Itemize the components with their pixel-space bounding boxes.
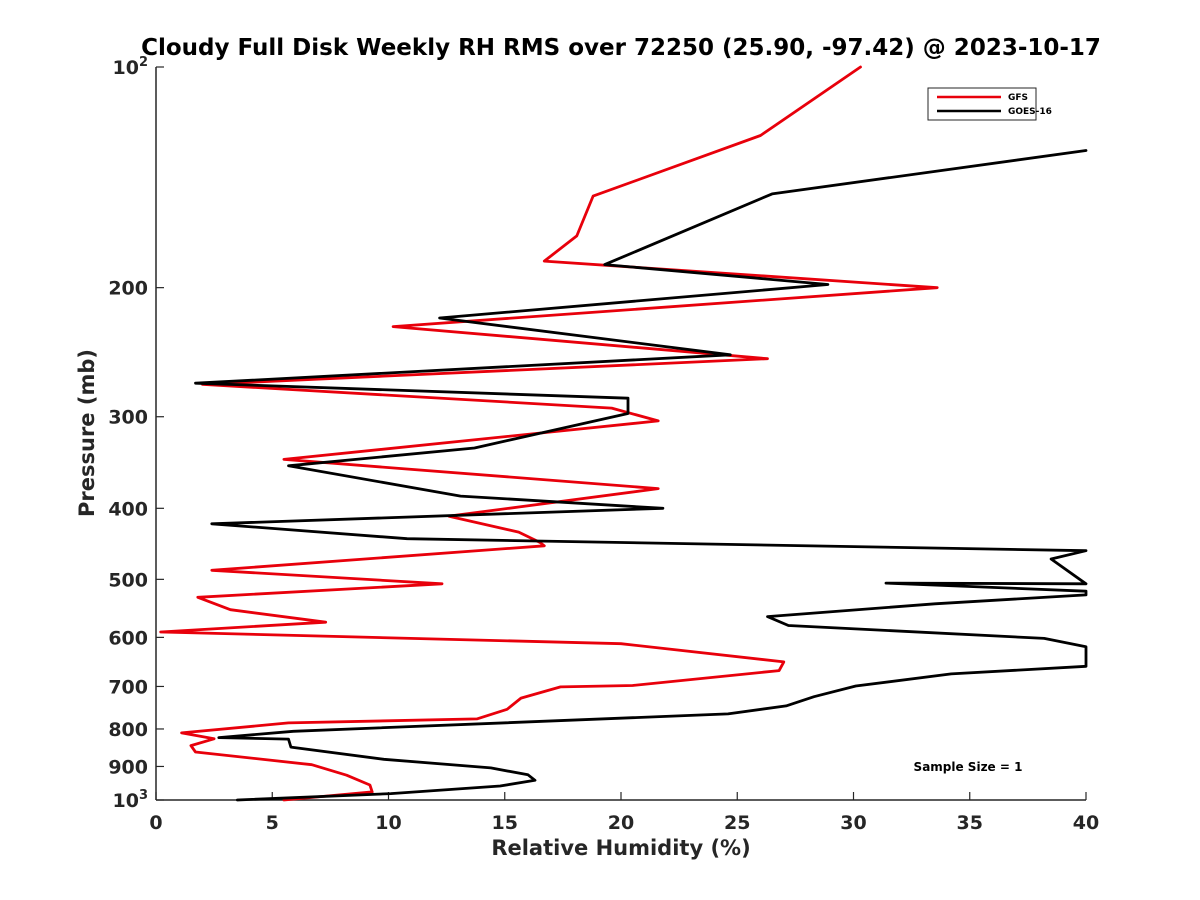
chart-title: Cloudy Full Disk Weekly RH RMS over 7225… [141, 35, 1101, 61]
series-layer [159, 65, 1088, 802]
y-tick-label: 102 [113, 55, 149, 79]
x-tick-label: 35 [957, 812, 983, 834]
x-tick-label: 0 [149, 812, 162, 834]
legend-label-goes16: GOES-16 [1008, 107, 1052, 117]
x-tick-label: 20 [608, 812, 634, 834]
x-tick-label: 40 [1073, 812, 1099, 834]
x-tick-label: 25 [724, 812, 750, 834]
y-tick-label: 800 [108, 719, 148, 741]
sample-size-annotation: Sample Size = 1 [914, 760, 1023, 774]
x-tick-label: 15 [492, 812, 518, 834]
y-tick-label: 900 [108, 756, 148, 778]
y-axis-ticks: 102 200 300 400 500 600 700 800 900 103 [108, 55, 164, 812]
x-tick-label: 5 [266, 812, 279, 834]
y-tick-label: 200 [108, 278, 148, 300]
y-tick-label: 500 [108, 569, 148, 591]
series-line-gfs [159, 65, 939, 802]
y-tick-label: 300 [108, 407, 148, 429]
x-tick-label: 30 [840, 812, 866, 834]
legend: GFS GOES-16 [927, 87, 1052, 121]
y-tick-label: 103 [113, 788, 149, 812]
y-axis-label: Pressure (mb) [75, 349, 99, 517]
x-axis-label: Relative Humidity (%) [491, 836, 750, 860]
x-tick-label: 10 [375, 812, 401, 834]
chart-plot-area [156, 67, 1086, 800]
series-line-goes-16 [194, 149, 1088, 802]
y-tick-label: 400 [108, 498, 148, 520]
legend-label-gfs: GFS [1008, 93, 1028, 103]
legend-box [927, 87, 1037, 121]
x-axis-ticks: 0 5 10 15 20 25 30 35 40 [149, 792, 1099, 834]
y-tick-label: 700 [108, 676, 148, 698]
y-tick-label: 600 [108, 627, 148, 649]
